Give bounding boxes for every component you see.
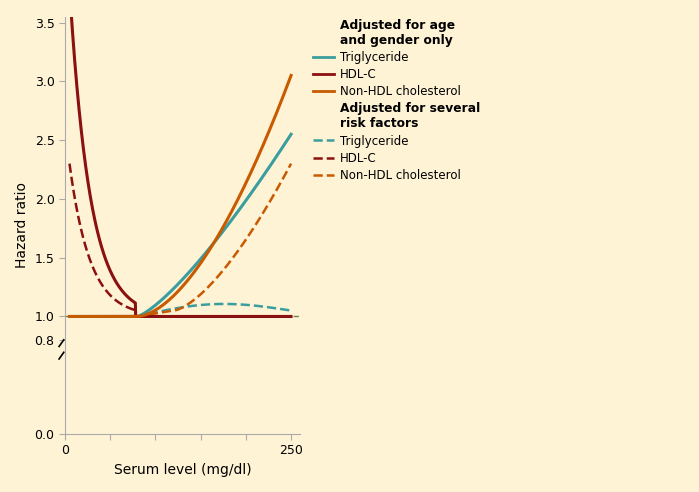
Y-axis label: Hazard ratio: Hazard ratio bbox=[15, 183, 29, 268]
Legend: Adjusted for age
and gender only, Triglyceride, HDL-C, Non-HDL cholesterol, Adju: Adjusted for age and gender only, Trigly… bbox=[308, 14, 485, 186]
X-axis label: Serum level (mg/dl): Serum level (mg/dl) bbox=[114, 463, 252, 477]
